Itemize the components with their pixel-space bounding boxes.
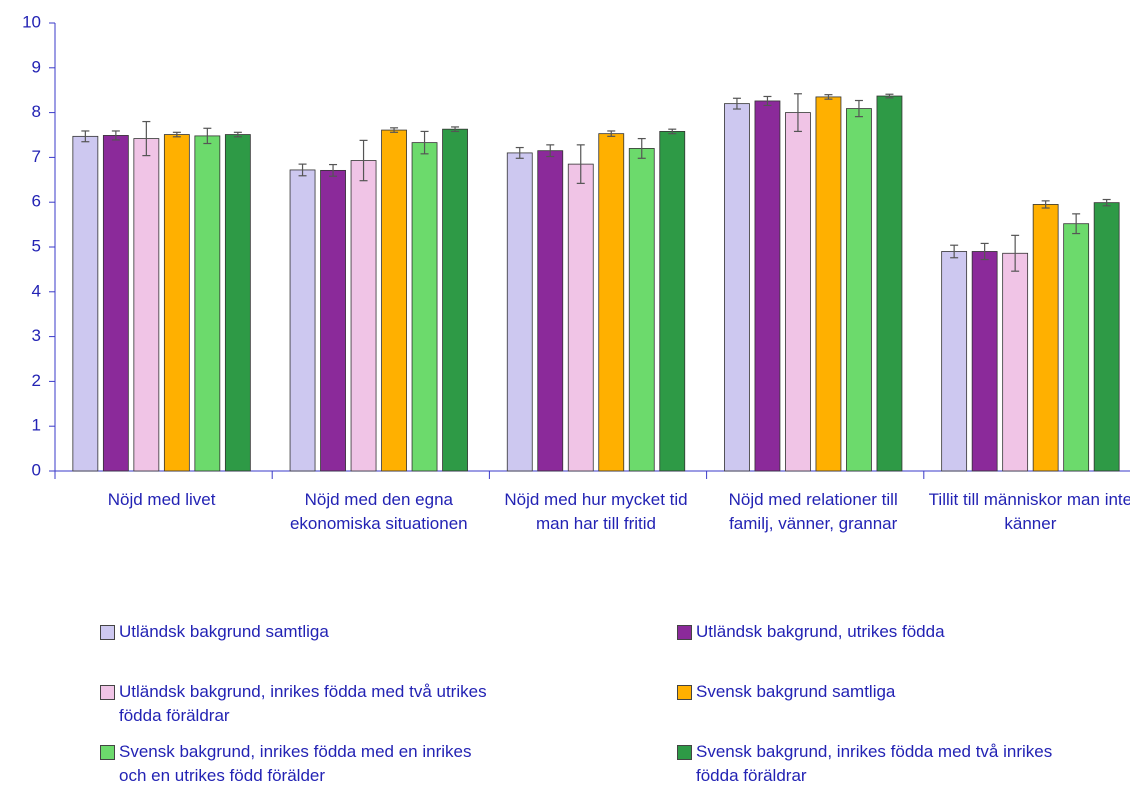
legend-swatch [100,625,115,640]
error-bar [81,130,90,143]
x-tick-label: Tillit till människor man inte känner [928,490,1130,533]
legend-swatch [100,745,115,760]
legend-entry: Svensk bakgrund, inrikes födda med två i… [677,740,1097,788]
bar [102,135,129,472]
bar [815,96,842,472]
legend-entry: Svensk bakgrund, inrikes födda med en in… [100,740,520,788]
error-bar [793,93,802,133]
error-bar [950,244,959,259]
bar [1032,204,1059,472]
bar [224,134,251,472]
bar [567,163,594,472]
legend-entry: Svensk bakgrund samtliga [677,680,1097,704]
bar [163,134,190,472]
error-bar [1041,200,1050,209]
y-tick-label: 4 [32,281,41,300]
error-bar [390,127,399,133]
bar [1002,252,1029,472]
error-bar [637,137,646,159]
error-bar [451,126,460,133]
legend-label: Utländsk bakgrund, utrikes födda [696,622,945,641]
bar [350,160,377,472]
bar [971,251,998,472]
bar [537,150,564,472]
y-tick-label: 0 [32,460,41,479]
bar [941,251,968,472]
y-tick-label: 8 [32,102,41,121]
legend-swatch [677,745,692,760]
bar [1093,202,1120,472]
bar [194,135,221,472]
x-tick-label: Nöjd med livet [107,490,216,509]
error-bar [1011,234,1020,272]
bar [876,95,903,472]
legend-entry: Utländsk bakgrund samtliga [100,620,520,644]
x-tick-label: Nöjd med relationer till familj, vänner,… [728,490,898,533]
y-tick-label: 9 [32,57,41,76]
y-tick-label: 2 [32,371,41,390]
error-bar [607,130,616,137]
legend-entry: Utländsk bakgrund, utrikes födda [677,620,1097,644]
error-bar [1102,198,1111,207]
x-tick-label: Nöjd med hur mycket tid man har till fri… [504,490,688,533]
error-bar [515,146,524,159]
bar [785,112,811,472]
legend-label: Svensk bakgrund, inrikes födda med en in… [119,742,472,785]
legend-label: Svensk bakgrund samtliga [696,682,896,701]
error-bar [576,144,585,184]
error-bar [980,242,989,261]
legend-swatch [677,625,692,640]
chart: 0 1 2 3 4 5 6 7 8 9 10 [22,12,1130,479]
error-bar [854,99,863,118]
bar [506,152,533,472]
y-tick-label: 5 [32,236,41,255]
error-bar [203,127,212,145]
bar [659,131,686,472]
bar [724,103,750,472]
error-bar [763,95,772,107]
error-bar [885,93,894,99]
error-bar [233,131,242,138]
error-bar [111,130,120,141]
y-tick-label: 1 [32,416,41,435]
bar [381,129,407,472]
legend-label: Svensk bakgrund, inrikes födda med två i… [696,742,1053,785]
error-bar [420,130,429,155]
bar [628,148,655,472]
error-bar [298,163,307,177]
error-bar [1072,213,1081,235]
legend-swatch [677,685,692,700]
legend-label: Utländsk bakgrund samtliga [119,622,329,641]
bar [133,138,160,472]
legend-label: Utländsk bakgrund, inrikes födda med två… [119,682,487,725]
error-bar [172,131,181,138]
y-tick-label: 10 [22,12,41,31]
error-bar [329,163,338,177]
bar [72,135,99,472]
error-bar [668,128,677,135]
bar [1063,223,1090,472]
bar [442,128,468,472]
y-tick-label: 6 [32,192,41,211]
y-tick-label: 7 [32,147,41,166]
error-bar [732,97,741,110]
error-bar [142,120,151,157]
bar [754,100,781,472]
bar [846,108,872,472]
legend-swatch [100,685,115,700]
error-bar [824,94,833,100]
bar [598,133,625,472]
error-bar [359,139,368,182]
y-tick-label: 3 [32,326,41,345]
bar [289,169,316,472]
error-bar [546,144,555,158]
bar [320,169,346,472]
x-tick-label: Nöjd med den egna ekonomiska situationen [289,490,468,533]
legend-entry: Utländsk bakgrund, inrikes födda med två… [100,680,520,728]
bar [411,142,438,472]
